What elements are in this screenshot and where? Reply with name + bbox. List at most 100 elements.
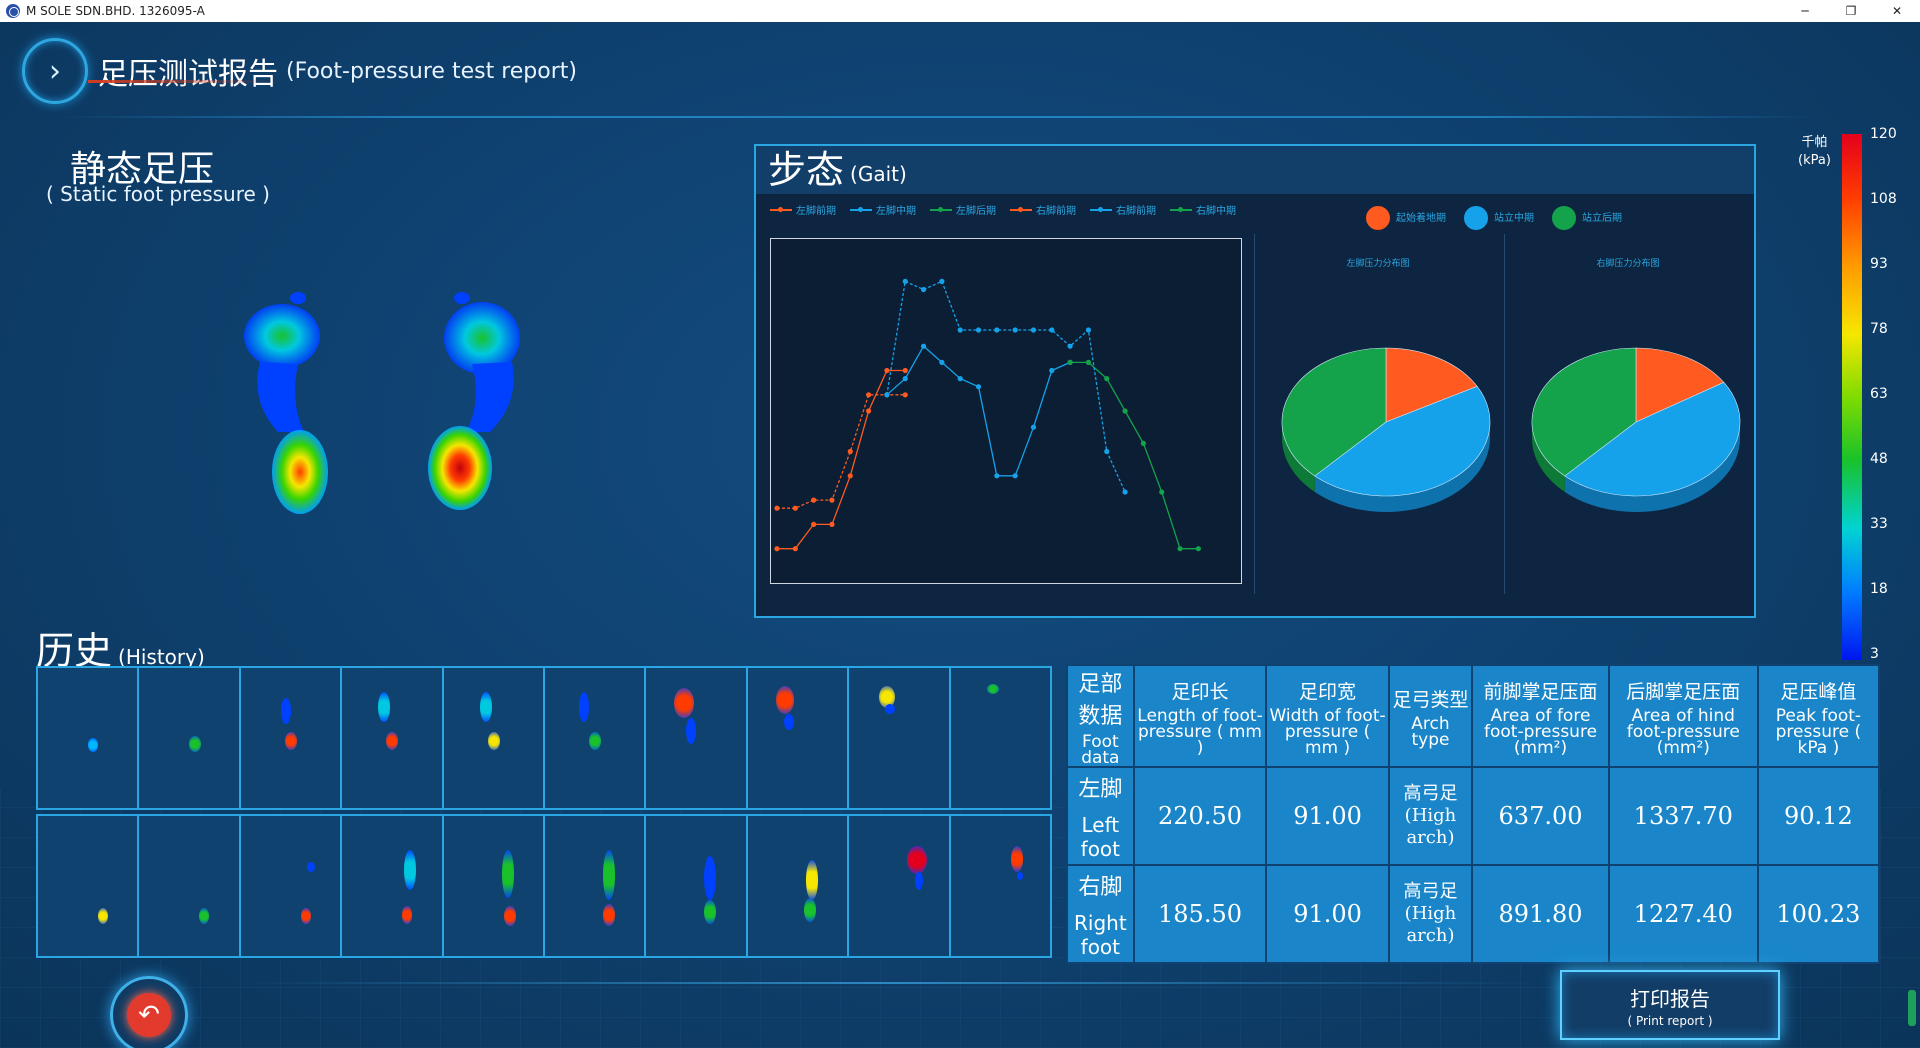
colorbar-tick-label: 63 <box>1870 386 1888 402</box>
print-report-button[interactable]: 打印报告 ( Print report ) <box>1560 970 1780 1040</box>
header-divider <box>60 116 1820 118</box>
history-thumbnail[interactable] <box>139 668 241 808</box>
close-button[interactable]: ✕ <box>1891 4 1903 18</box>
history-thumbnail[interactable] <box>747 668 850 808</box>
static-pressure-title: 静态足压 <box>70 149 215 190</box>
pie-legend-item[interactable]: 起始着地期 <box>1366 206 1446 230</box>
history-thumbnail[interactable] <box>443 668 546 808</box>
gait-line-chart <box>770 238 1242 584</box>
history-thumbnail[interactable] <box>849 668 951 808</box>
data-point <box>774 505 780 511</box>
history-thumbnail[interactable] <box>342 668 444 808</box>
footprint-blob <box>879 686 896 708</box>
footprint-blob <box>686 718 697 744</box>
cell-length: 220.50 <box>1132 766 1268 866</box>
legend-item[interactable]: 右脚前期 <box>1090 202 1156 217</box>
cell-hind-area: 1337.70 <box>1607 766 1759 866</box>
data-point <box>1177 546 1183 552</box>
history-row-top <box>36 666 1052 810</box>
back-button[interactable]: ↶ <box>110 976 188 1048</box>
right-pie-caption: 右脚压力分布图 <box>1596 259 1660 269</box>
legend-swatch <box>930 206 952 212</box>
restore-button[interactable]: ❐ <box>1845 4 1857 18</box>
cell-hind-area: 1227.40 <box>1607 864 1759 964</box>
data-point <box>829 521 835 527</box>
history-thumbnail[interactable] <box>950 668 1051 808</box>
data-point <box>811 521 817 527</box>
data-point <box>1049 367 1055 374</box>
history-thumbnail[interactable] <box>849 816 951 956</box>
legend-item[interactable]: 右脚中期 <box>1170 202 1236 217</box>
line-chart-legend: 左脚前期 左脚中期 左脚后期 右脚前期 右脚前期 右脚中期 <box>770 202 1236 217</box>
legend-item[interactable]: 左脚前期 <box>770 202 836 217</box>
history-thumbnail[interactable] <box>646 816 748 956</box>
footprint-blob <box>402 906 413 924</box>
pie-legend-label: 起始着地期 <box>1396 213 1446 224</box>
table-header-row: 足部数据 Foot data 足印长 Length of foot-pressure… <box>1066 664 1881 768</box>
pie-legend-dot <box>1552 206 1576 230</box>
legend-label: 右脚中期 <box>1196 206 1236 217</box>
footprint-blob <box>98 908 108 924</box>
data-point <box>884 367 890 374</box>
colorbar-tick-label: 18 <box>1870 581 1888 597</box>
gait-line-chart-svg <box>774 278 1201 552</box>
data-point <box>1195 546 1201 552</box>
history-thumbnail[interactable] <box>545 816 647 956</box>
colorbar-unit-en: (kPa) <box>1798 153 1831 168</box>
report-header: › 足压测试报告 (Foot-pressure test report) <box>22 36 577 106</box>
history-thumbnail[interactable] <box>240 668 343 808</box>
pie-slice <box>1531 347 1637 477</box>
gait-header: 步态 (Gait) <box>756 146 1754 194</box>
footprint-blob <box>487 732 500 750</box>
gait-body: 左脚前期 左脚中期 左脚后期 右脚前期 右脚前期 右脚中期 起始着地期 站立中期… <box>756 194 1754 616</box>
history-thumbnail[interactable] <box>747 816 850 956</box>
history-thumbnail[interactable] <box>950 816 1051 956</box>
minimize-button[interactable]: ─ <box>1801 4 1809 18</box>
footprint-blob <box>88 738 98 752</box>
pie-legend-item[interactable]: 站立中期 <box>1464 206 1534 230</box>
history-thumbnail[interactable] <box>545 668 647 808</box>
foot-data-table: 足部数据 Foot data 足印长 Length of foot-pressure… <box>1066 664 1881 964</box>
pie-slice <box>1564 381 1741 497</box>
history-thumbnail[interactable] <box>240 816 343 956</box>
data-point <box>939 359 945 365</box>
series-line <box>886 345 1071 477</box>
table-header: 后脚掌足压面 Area of hind foot-pressure (mm²) <box>1607 664 1759 768</box>
row-label: 左脚 Left foot <box>1066 766 1135 866</box>
table-header: 足弓类型 Arch type <box>1387 664 1474 768</box>
footprint-blob <box>199 908 210 924</box>
data-point <box>1122 489 1128 495</box>
history-grid <box>36 666 1052 960</box>
history-thumbnail[interactable] <box>38 816 140 956</box>
history-thumbnail[interactable] <box>139 816 241 956</box>
pie-slice <box>1314 385 1491 497</box>
footprint-blob <box>300 908 311 924</box>
footprint-blob <box>404 850 417 890</box>
pie-legend-item[interactable]: 站立后期 <box>1552 206 1622 230</box>
data-point <box>902 278 908 284</box>
history-thumbnail[interactable] <box>646 668 748 808</box>
history-thumbnail[interactable] <box>443 816 546 956</box>
scrollbar-thumb[interactable] <box>1908 990 1916 1026</box>
data-point <box>957 376 963 382</box>
legend-item[interactable]: 左脚中期 <box>850 202 916 217</box>
history-thumbnail[interactable] <box>38 668 140 808</box>
pie-legend-dot <box>1366 206 1390 230</box>
data-point <box>920 286 927 293</box>
history-thumbnail[interactable] <box>342 816 444 956</box>
pie-legend-label: 站立中期 <box>1494 213 1534 224</box>
footprint-blob <box>603 904 616 926</box>
app-logo-icon <box>6 4 20 18</box>
bottom-divider <box>240 982 1540 984</box>
series-line <box>886 280 1126 493</box>
nav-chevron-right-icon[interactable]: › <box>22 38 88 104</box>
data-point <box>1122 408 1128 414</box>
row-label: 右脚 Right foot <box>1066 864 1135 964</box>
legend-label: 右脚前期 <box>1116 206 1156 217</box>
legend-item[interactable]: 左脚后期 <box>930 202 996 217</box>
legend-item[interactable]: 右脚前期 <box>1010 202 1076 217</box>
gait-title: 步态 <box>768 148 845 192</box>
legend-label: 左脚中期 <box>876 206 916 217</box>
pie-slice <box>1385 347 1478 423</box>
print-label-en: ( Print report ) <box>1627 1013 1713 1028</box>
